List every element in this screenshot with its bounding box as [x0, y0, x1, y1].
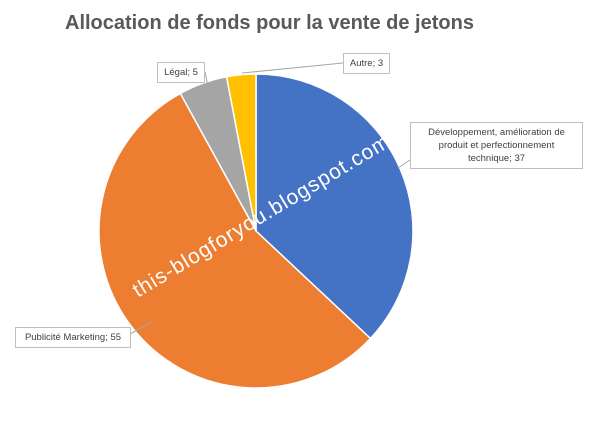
leader-line [397, 159, 411, 169]
data-label: Autre; 3 [343, 53, 390, 74]
pie-slice [98, 92, 372, 389]
data-label: Développement, amélioration de produit e… [410, 122, 583, 169]
data-label: Publicité Marketing; 55 [15, 327, 131, 348]
leader-line [129, 321, 153, 335]
chart-title: Allocation de fonds pour la vente de jet… [65, 12, 474, 34]
data-label: Légal; 5 [157, 62, 205, 83]
pie-slice [225, 73, 257, 232]
pie-slice [255, 73, 414, 340]
slices [98, 73, 414, 389]
leader-line [241, 62, 344, 74]
leader-line [204, 71, 209, 87]
leader-lines [129, 62, 411, 335]
